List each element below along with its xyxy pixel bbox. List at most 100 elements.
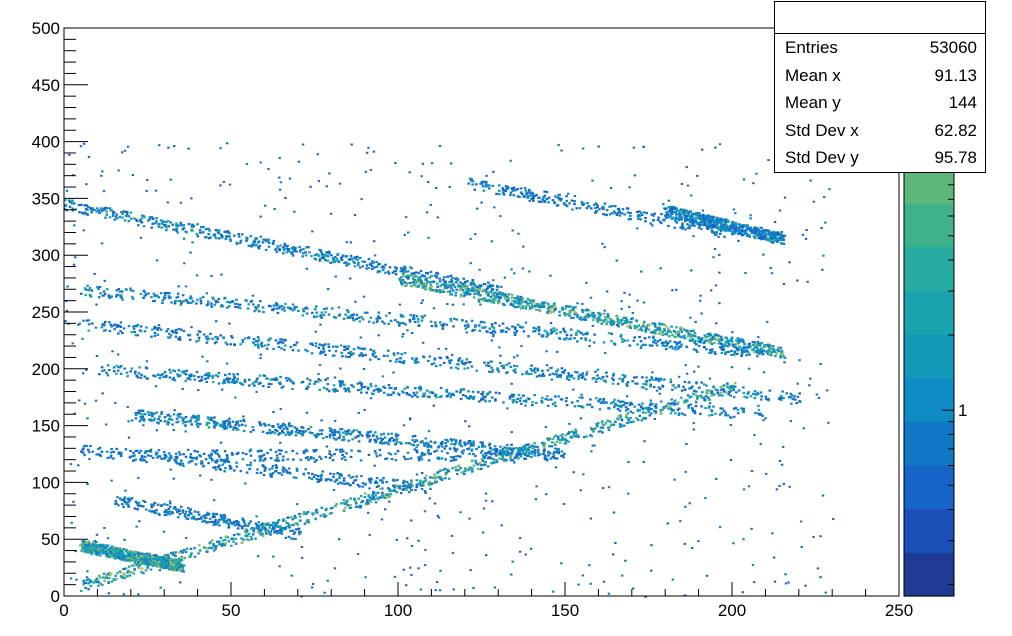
heatmap-cell: [322, 314, 325, 317]
heatmap-cell: [516, 302, 520, 305]
heatmap-cell: [678, 210, 681, 213]
heatmap-cell: [692, 410, 695, 413]
heatmap-cell: [465, 469, 468, 472]
heatmap-cell: [358, 266, 362, 269]
heatmap-cell: [512, 393, 516, 396]
heatmap-cell: [321, 351, 325, 354]
heatmap-cell: [705, 339, 709, 342]
heatmap-cell: [768, 389, 772, 392]
heatmap-cell: [674, 386, 677, 389]
heatmap-cell: [620, 423, 623, 426]
heatmap-cell: [773, 350, 777, 354]
heatmap-cell: [616, 315, 619, 318]
heatmap-cell: [732, 415, 736, 418]
heatmap-cell: [670, 345, 673, 348]
heatmap-cell: [756, 344, 759, 347]
heatmap-cell: [304, 251, 307, 254]
heatmap-cell: [129, 449, 132, 453]
heatmap-cell: [648, 336, 651, 339]
heatmap-cell: [120, 294, 123, 297]
heatmap-cell: [97, 584, 100, 587]
heatmap-cell: [272, 239, 276, 243]
heatmap-cell: [446, 440, 450, 443]
heatmap-cell: [175, 222, 178, 225]
heatmap-cell: [669, 378, 673, 381]
heatmap-cell: [254, 344, 257, 347]
heatmap-cell: [219, 536, 223, 539]
heatmap-cell: [411, 274, 414, 277]
heatmap-cell: [719, 230, 723, 233]
heatmap-cell: [689, 216, 692, 219]
heatmap-cell: [126, 501, 129, 504]
heatmap-cell: [642, 211, 646, 214]
heatmap-cell: [214, 299, 217, 302]
heatmap-cell: [433, 274, 437, 277]
heatmap-cell: [525, 193, 529, 196]
heatmap-cell: [375, 265, 379, 268]
heatmap-cell: [625, 384, 629, 387]
heatmap-cell: [419, 269, 423, 273]
heatmap-cell: [188, 510, 191, 513]
heatmap-cell: [570, 316, 573, 320]
heatmap-cell: [232, 520, 236, 523]
heatmap-cell: [673, 226, 677, 229]
heatmap-cell: [150, 335, 153, 338]
heatmap-cell: [463, 363, 466, 366]
heatmap-cell: [381, 269, 385, 272]
heatmap-cell: [665, 211, 669, 214]
heatmap-cell: [78, 211, 81, 214]
heatmap-cell: [259, 471, 263, 474]
heatmap-cell: [115, 295, 118, 298]
heatmap-cell: [241, 339, 244, 342]
heatmap-cell: [193, 378, 197, 381]
heatmap-cell: [509, 191, 513, 194]
heatmap-cell: [421, 440, 424, 443]
heatmap-cell: [682, 212, 685, 215]
heatmap-cell: [116, 324, 120, 327]
heatmap-cell: [731, 343, 734, 346]
heatmap-cell: [575, 332, 578, 335]
heatmap-cell: [612, 401, 615, 404]
heatmap-cell: [481, 398, 485, 401]
heatmap-cell: [765, 236, 769, 239]
heatmap-cell: [420, 319, 424, 322]
heatmap-cell: [205, 372, 209, 375]
heatmap-cell: [451, 283, 454, 286]
heatmap-cell: [557, 196, 561, 200]
heatmap-cell: [500, 330, 503, 333]
heatmap-cell: [311, 472, 314, 476]
heatmap-cell: [97, 581, 101, 584]
heatmap-cell: [304, 254, 308, 257]
heatmap-cell: [538, 328, 541, 331]
heatmap-cell: [310, 342, 314, 345]
heatmap-cell: [593, 333, 596, 336]
heatmap-cell: [120, 296, 123, 299]
heatmap-cell: [531, 450, 535, 453]
heatmap-cell: [654, 411, 658, 415]
heatmap-cell: [269, 472, 272, 475]
heatmap-cell: [641, 386, 644, 389]
heatmap-cell: [671, 384, 675, 387]
heatmap-cell: [162, 296, 166, 299]
heatmap-cell: [214, 461, 218, 464]
heatmap-cell: [243, 337, 247, 340]
heatmap-cell: [372, 350, 375, 353]
heatmap-cell: [286, 431, 290, 434]
heatmap-cell: [202, 333, 206, 336]
heatmap-cell: [559, 199, 563, 202]
heatmap-cell: [259, 424, 263, 427]
heatmap-cell: [332, 437, 336, 440]
heatmap-cell: [759, 351, 762, 354]
heatmap-cell: [523, 453, 527, 457]
heatmap-cell: [168, 296, 171, 300]
heatmap-cell: [552, 302, 556, 305]
heatmap-cell: [257, 527, 261, 531]
heatmap-cell: [363, 495, 367, 499]
heatmap-cell: [319, 379, 323, 382]
heatmap-cell: [254, 522, 258, 525]
heatmap-cell: [717, 228, 721, 231]
heatmap-cell: [715, 225, 719, 228]
heatmap-cell: [708, 221, 712, 224]
heatmap-cell: [553, 308, 557, 311]
heatmap-cell: [207, 422, 211, 425]
